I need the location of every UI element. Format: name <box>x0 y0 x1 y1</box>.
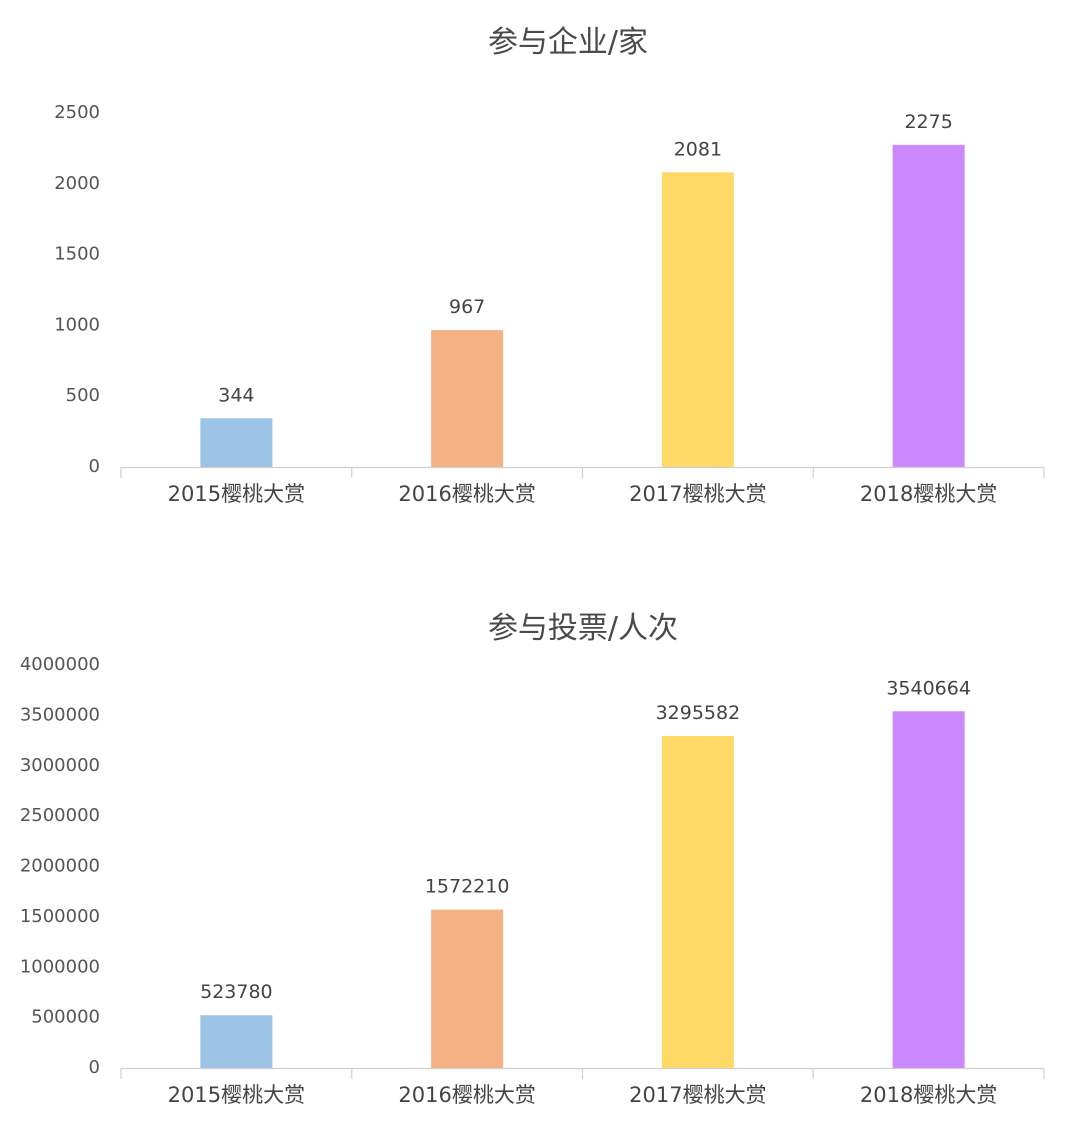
bar <box>661 172 734 468</box>
bars <box>200 711 965 1068</box>
x-category-label: 2018樱桃大赏 <box>860 482 997 506</box>
data-labels: 344 967 2081 2275 <box>218 111 953 406</box>
y-tick-label: 4000000 <box>20 654 100 675</box>
x-category-label: 2015樱桃大赏 <box>168 482 305 506</box>
y-tick-label: 3500000 <box>20 704 100 725</box>
x-category-label: 2018樱桃大赏 <box>860 1083 997 1107</box>
data-label: 344 <box>218 384 254 406</box>
vote-count-chart: 参与投票/人次 0 500000 1000000 1500000 2000000 2500… <box>20 611 1045 1107</box>
y-tick-label: 500000 <box>31 1007 100 1028</box>
x-axis-categories: 2015樱桃大赏 2016樱桃大赏 2017樱桃大赏 2018樱桃大赏 <box>168 482 998 506</box>
bar <box>431 330 504 467</box>
y-tick-label: 1500000 <box>20 906 100 927</box>
y-tick-label: 0 <box>89 1057 100 1078</box>
bars <box>200 144 965 468</box>
x-category-label: 2016樱桃大赏 <box>398 482 535 506</box>
chart-title: 参与企业/家 <box>488 25 648 60</box>
bar <box>892 711 965 1068</box>
data-label: 523780 <box>200 981 273 1003</box>
data-label: 2275 <box>904 111 952 133</box>
x-category-label: 2017樱桃大赏 <box>629 482 766 506</box>
x-category-label: 2015樱桃大赏 <box>168 1083 305 1107</box>
y-tick-label: 2000 <box>54 173 100 194</box>
y-axis-ticks: 0 500000 1000000 1500000 2000000 2500000 30000… <box>20 654 100 1078</box>
chart-title: 参与投票/人次 <box>488 611 678 646</box>
data-label: 2081 <box>674 138 722 160</box>
y-axis-ticks: 0 500 1000 1500 2000 2500 <box>54 102 100 477</box>
data-label: 1572210 <box>425 876 510 898</box>
x-axis <box>120 466 1045 478</box>
bar <box>661 735 734 1068</box>
x-category-label: 2017樱桃大赏 <box>629 1083 766 1107</box>
x-axis <box>120 1067 1045 1079</box>
data-labels: 523780 1572210 3295582 3540664 <box>200 677 971 1003</box>
y-tick-label: 2000000 <box>20 856 100 877</box>
bar <box>200 1015 273 1068</box>
y-tick-label: 1500 <box>54 244 100 265</box>
y-tick-label: 2500000 <box>20 805 100 826</box>
bar <box>892 144 965 468</box>
x-axis-categories: 2015樱桃大赏 2016樱桃大赏 2017樱桃大赏 2018樱桃大赏 <box>168 1083 998 1107</box>
x-category-label: 2016樱桃大赏 <box>398 1083 535 1107</box>
bar <box>431 909 504 1068</box>
bar <box>200 418 273 467</box>
y-tick-label: 1000 <box>54 314 100 335</box>
data-label: 3295582 <box>656 702 741 724</box>
data-label: 967 <box>449 296 485 318</box>
y-tick-label: 3000000 <box>20 755 100 776</box>
y-tick-label: 1000000 <box>20 956 100 977</box>
y-tick-label: 500 <box>66 385 100 406</box>
y-tick-label: 2500 <box>54 102 100 123</box>
y-tick-label: 0 <box>89 456 100 477</box>
data-label: 3540664 <box>886 677 971 699</box>
enterprise-count-chart: 参与企业/家 0 500 1000 1500 2000 2500 344 967 2081 22… <box>54 25 1045 506</box>
